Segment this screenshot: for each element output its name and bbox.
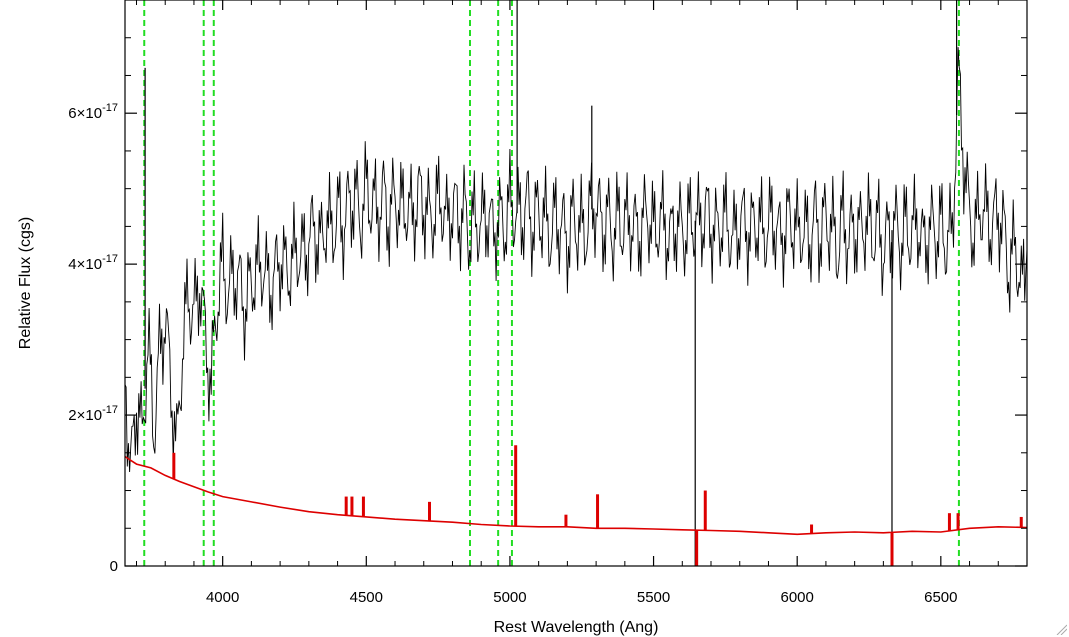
y-tick-label-0: 0 [110,558,118,575]
x-axis-ticks: 4000 4500 5000 5500 6000 6500 [135,0,1028,606]
plot-frame [124,0,1028,567]
x-tick-label-0: 4000 [206,589,239,606]
x-tick-label-4: 6000 [781,589,814,606]
x-axis-title: Rest Wavelength (Ang) [494,619,659,636]
resize-grip-icon[interactable] [1055,623,1067,635]
y-axis-ticks: 0 2×10-17 4×10-17 6×10-17 [68,0,1027,575]
reference-lines [143,0,960,566]
y-tick-label-2: 4×10-17 [68,253,118,273]
series-layer [124,0,1028,566]
x-tick-label-1: 4500 [350,589,383,606]
y-tick-label-3: 6×10-17 [68,102,118,122]
x-tick-label-3: 5500 [637,589,670,606]
series-line-1 [124,455,1028,536]
x-tick-label-5: 6500 [924,589,957,606]
series-line-0 [124,47,1028,473]
y-tick-label-1: 2×10-17 [68,404,118,424]
y-axis-title: Relative Flux (cgs) [17,217,34,349]
x-tick-label-2: 5000 [493,589,526,606]
